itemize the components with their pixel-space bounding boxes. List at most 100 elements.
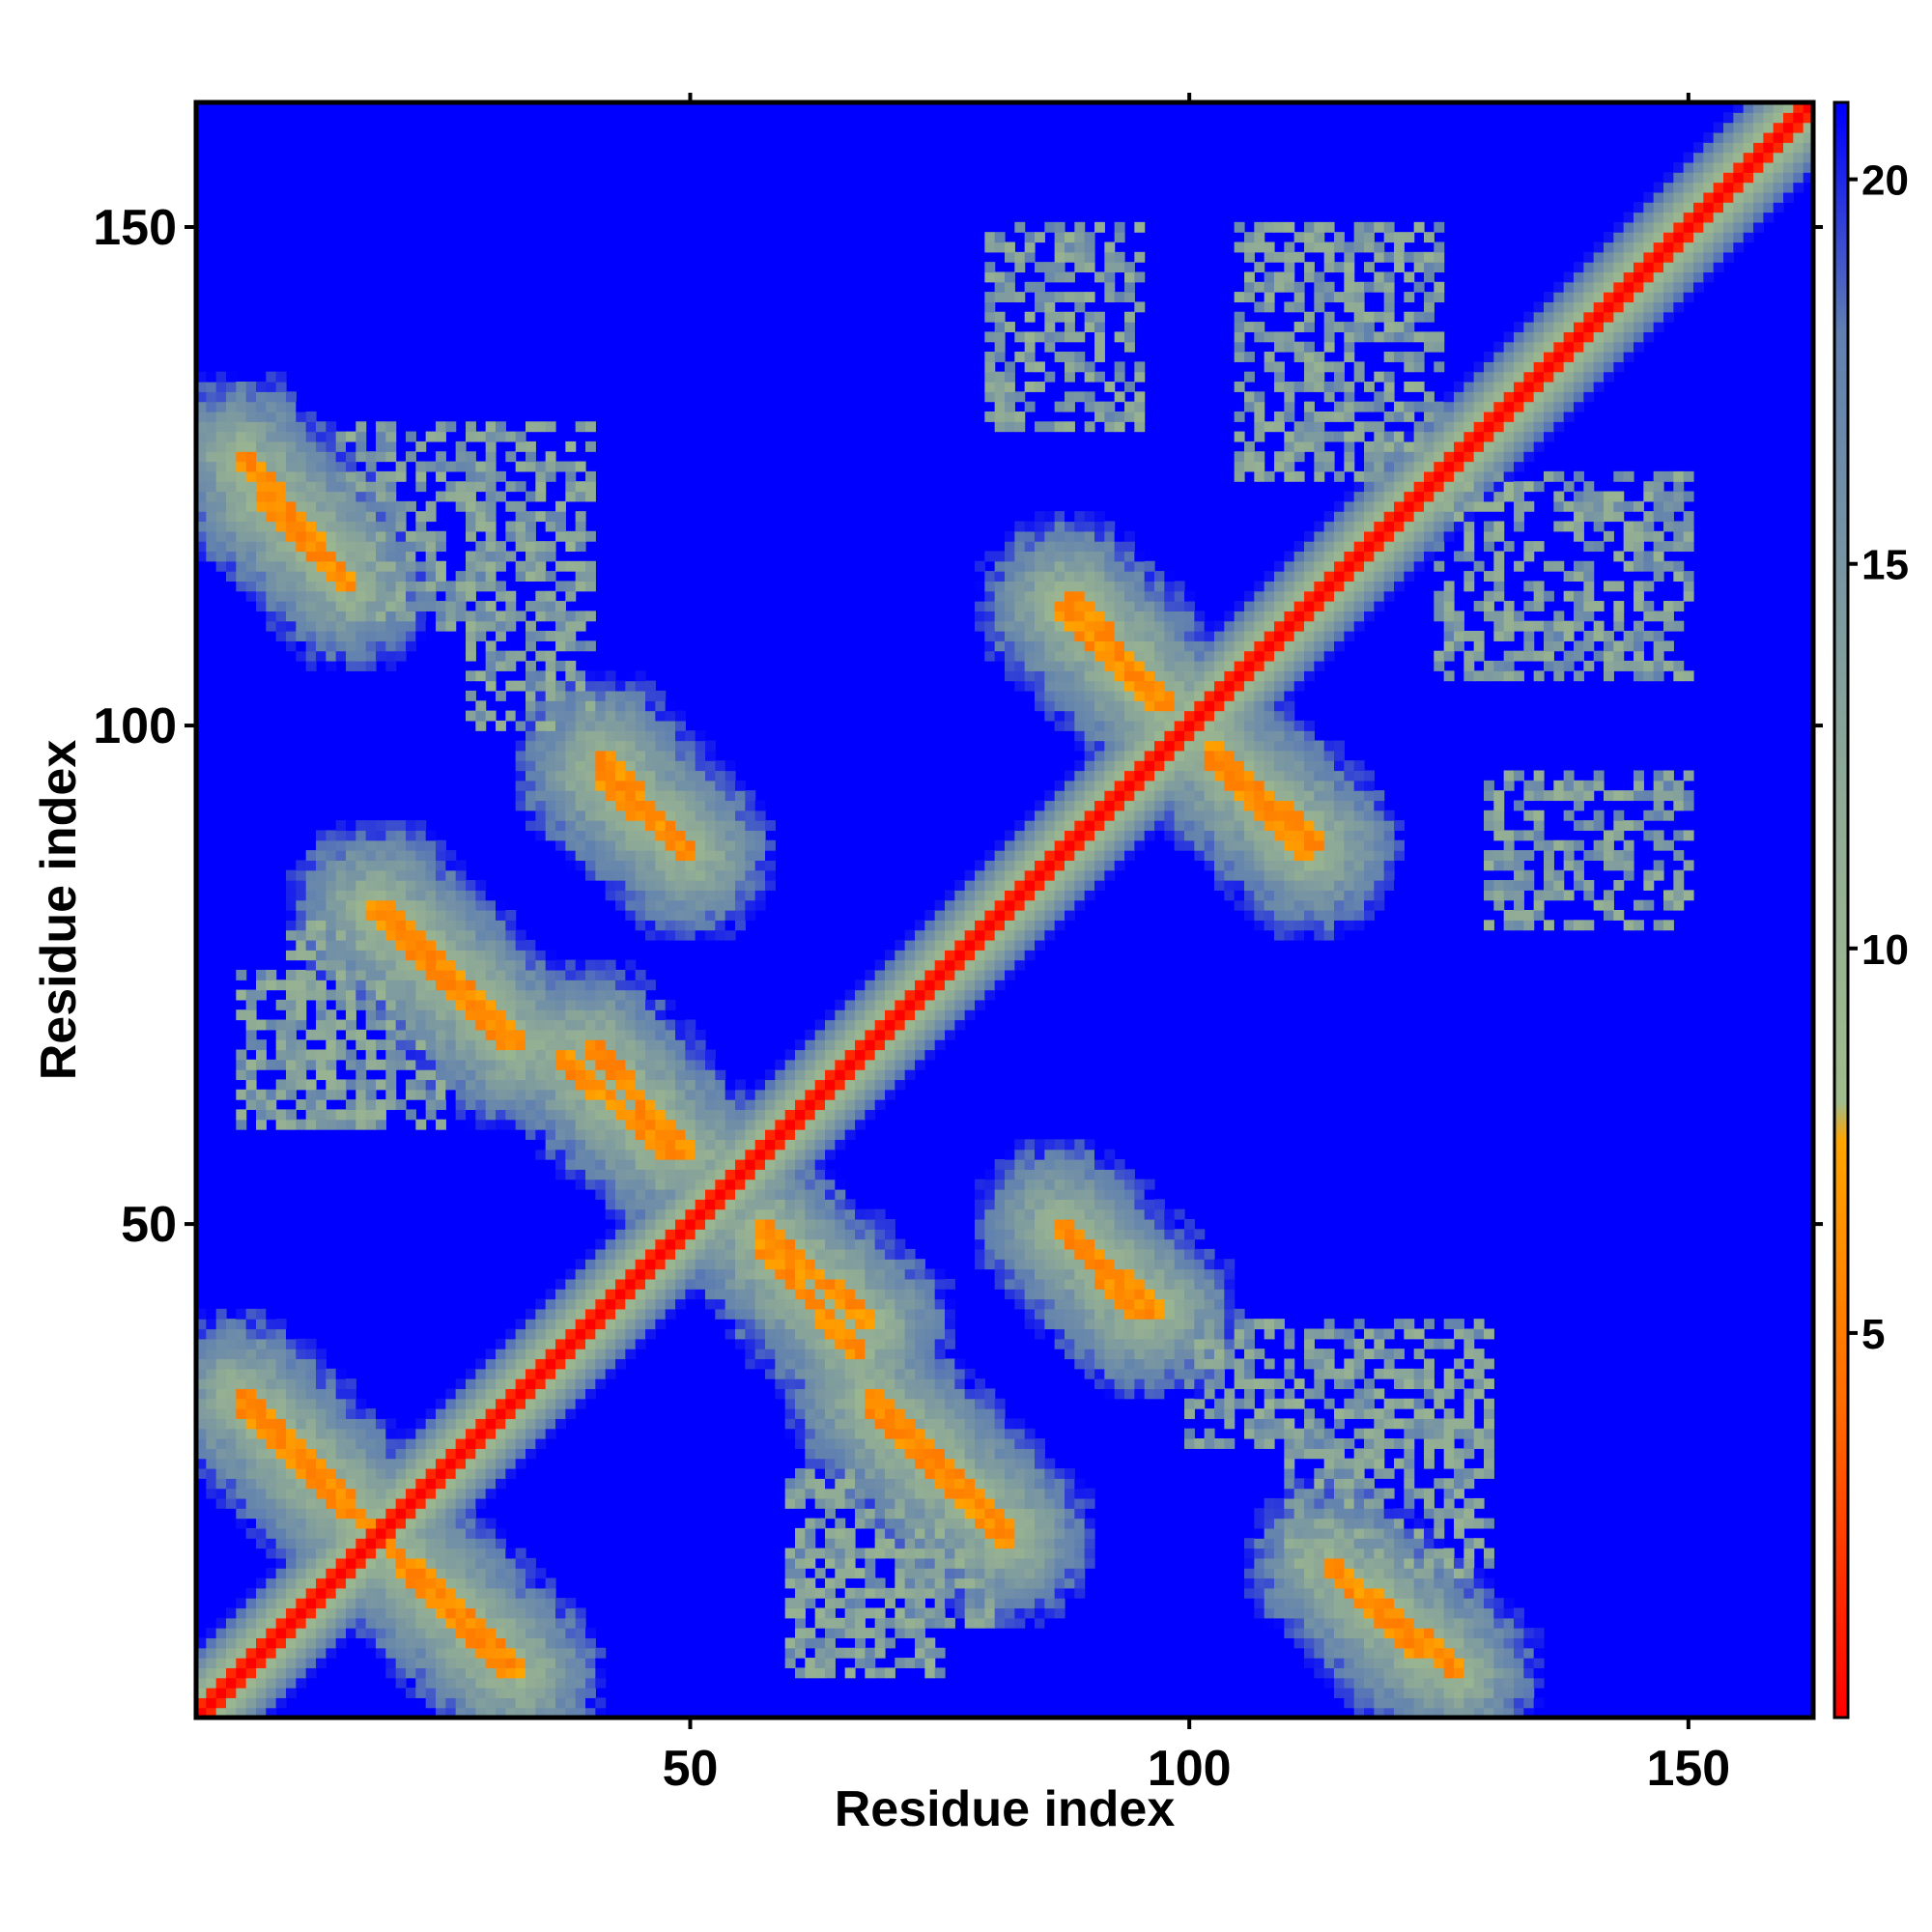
heatmap-cell [376, 551, 386, 562]
heatmap-cell [496, 1458, 506, 1469]
heatmap-cell [665, 1139, 676, 1151]
heatmap-cell [475, 431, 487, 442]
heatmap-cell [595, 700, 607, 712]
heatmap-cell [275, 1338, 287, 1350]
heatmap-cell [365, 481, 377, 493]
heatmap-cell [526, 1388, 536, 1400]
heatmap-cell [206, 1428, 217, 1439]
heatmap-cell [415, 461, 427, 472]
heatmap-cell [305, 1538, 317, 1549]
heatmap-cell [805, 1637, 816, 1649]
heatmap-cell [565, 690, 577, 701]
heatmap-cell [236, 1637, 247, 1649]
heatmap-cell [385, 571, 397, 582]
heatmap-cell [814, 1099, 826, 1111]
heatmap-cell [865, 999, 876, 1010]
heatmap-cell [316, 1647, 327, 1659]
heatmap-cell [526, 939, 536, 951]
heatmap-cell [585, 481, 596, 493]
heatmap-cell [236, 1438, 247, 1449]
heatmap-cell [305, 850, 317, 861]
heatmap-cell [406, 1637, 416, 1649]
heatmap-cell [406, 939, 416, 951]
heatmap-cell [305, 1667, 317, 1679]
heatmap-cell [595, 1697, 607, 1709]
heatmap-cell [615, 1039, 626, 1051]
heatmap-cell [496, 1607, 506, 1619]
heatmap-cell [625, 1019, 637, 1031]
heatmap-cell [466, 1637, 476, 1649]
heatmap-cell [445, 1039, 457, 1051]
heatmap-cell [296, 1019, 307, 1031]
heatmap-cell [724, 1149, 736, 1160]
heatmap-cell [625, 1208, 637, 1220]
heatmap-cell [376, 980, 386, 991]
heatmap-cell [496, 1039, 506, 1051]
heatmap-cell [855, 1408, 866, 1419]
heatmap-cell [425, 431, 437, 442]
heatmap-cell [535, 690, 547, 701]
heatmap-cell [625, 850, 637, 861]
heatmap-cell [245, 440, 257, 452]
heatmap-cell [485, 440, 497, 452]
heatmap-cell [335, 969, 347, 980]
heatmap-cell [805, 1557, 816, 1569]
heatmap-cell [196, 371, 207, 383]
heatmap-cell [466, 1039, 476, 1051]
heatmap-cell [326, 850, 337, 861]
heatmap-cell [236, 1368, 247, 1379]
heatmap-cell [376, 601, 386, 611]
heatmap-cell [355, 980, 367, 991]
heatmap-cell [206, 1467, 217, 1479]
heatmap-cell [226, 411, 237, 422]
heatmap-cell [365, 551, 377, 562]
heatmap-cell [784, 1478, 796, 1490]
heatmap-cell [346, 1009, 356, 1021]
heatmap-cell [595, 1707, 607, 1719]
heatmap-cell [496, 1617, 506, 1629]
heatmap-cell [286, 1438, 297, 1449]
heatmap-cell [615, 760, 626, 772]
heatmap-cell [855, 1488, 866, 1499]
heatmap-cell [415, 631, 427, 641]
heatmap-cell [196, 511, 207, 523]
heatmap-cell [934, 1458, 946, 1469]
heatmap-cell [425, 1089, 437, 1100]
heatmap-cell [215, 491, 227, 502]
heatmap-cell [436, 1458, 446, 1469]
heatmap-cell [305, 541, 317, 553]
heatmap-cell [346, 440, 356, 452]
heatmap-cell [795, 1488, 806, 1499]
heatmap-cell [236, 411, 247, 422]
heatmap-cell [335, 560, 347, 572]
heatmap-cell [975, 1458, 985, 1469]
heatmap-cell [526, 1129, 536, 1140]
heatmap-cell [865, 1458, 876, 1469]
heatmap-cell [326, 1049, 337, 1061]
heatmap-cell [675, 800, 686, 811]
heatmap-cell [256, 470, 267, 482]
heatmap-cell [625, 890, 637, 901]
heatmap-cell [496, 1448, 506, 1460]
heatmap-cell [505, 650, 517, 662]
heatmap-cell [924, 1568, 936, 1579]
heatmap-cell [286, 521, 297, 532]
heatmap-cell [415, 581, 427, 592]
heatmap-cell [395, 959, 407, 971]
heatmap-cell [924, 1298, 936, 1310]
heatmap-cell [335, 541, 347, 553]
heatmap-cell [236, 470, 247, 482]
heatmap-cell [305, 869, 317, 881]
heatmap-cell [236, 461, 247, 472]
heatmap-cell [275, 491, 287, 502]
heatmap-cell [645, 720, 656, 731]
heatmap-cell [455, 500, 467, 512]
heatmap-cell [206, 1378, 217, 1390]
heatmap-cell [275, 571, 287, 582]
heatmap-cell [305, 1658, 317, 1668]
heatmap-cell [515, 1109, 526, 1121]
heatmap-cell [346, 1488, 356, 1499]
heatmap-cell [885, 1508, 895, 1520]
heatmap-cell [535, 790, 547, 802]
heatmap-cell [355, 601, 367, 611]
